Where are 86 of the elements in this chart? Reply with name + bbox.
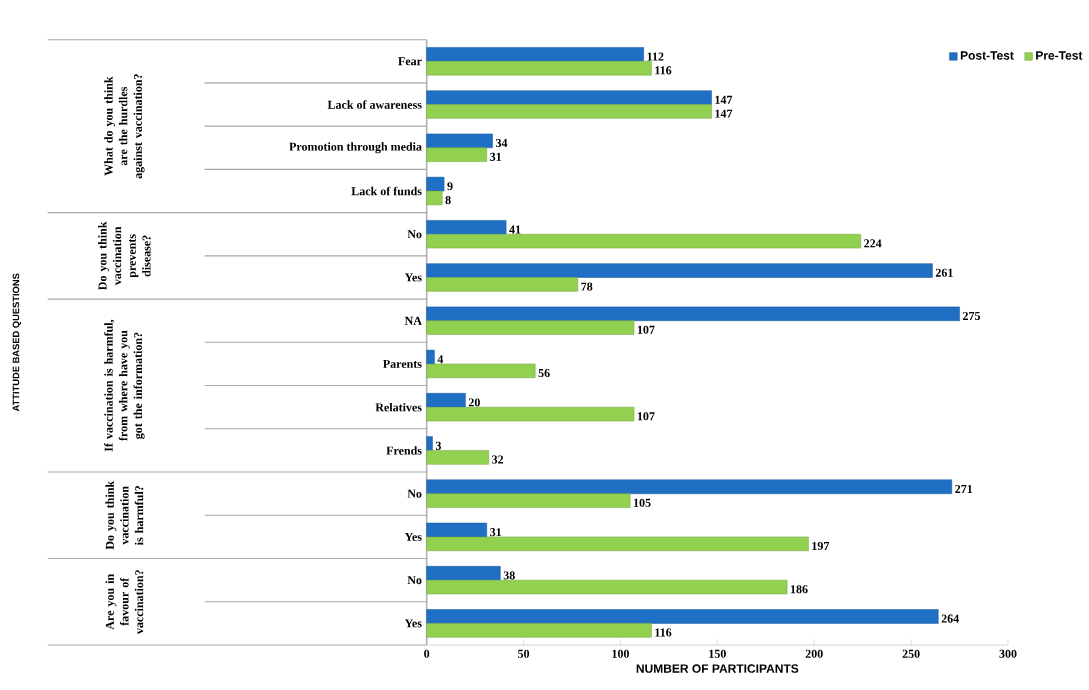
x-tick-label: 300 xyxy=(999,649,1017,658)
data-label: 4 xyxy=(437,355,444,364)
data-label: 224 xyxy=(864,239,882,248)
bar xyxy=(426,277,579,292)
bar xyxy=(426,104,712,119)
text: What do you think are the hurdles against vaccination? xyxy=(104,74,145,179)
legend-label: Post-Test xyxy=(960,51,1014,60)
data-label: 275 xyxy=(962,311,981,321)
y-tick-label: No xyxy=(407,230,422,239)
bar xyxy=(426,479,953,494)
x-tick-label: 0 xyxy=(424,649,430,658)
y-tick-label: NA xyxy=(404,316,422,325)
text: Are you in favour of vaccination? xyxy=(105,570,144,635)
data-label: 112 xyxy=(647,52,664,61)
data-label: 147 xyxy=(715,95,733,104)
bar xyxy=(426,220,507,235)
bar xyxy=(426,522,488,538)
data-label: 116 xyxy=(655,66,672,75)
data-label: 31 xyxy=(490,152,502,161)
data-label: 9 xyxy=(447,182,453,191)
bar xyxy=(426,176,445,192)
text: Do you think vaccination prevents disease? xyxy=(98,221,151,290)
bar xyxy=(426,363,536,379)
data-label: 197 xyxy=(812,541,830,551)
data-label: 105 xyxy=(634,498,651,507)
bar xyxy=(426,450,489,465)
x-tick-label: 150 xyxy=(709,649,726,658)
bar xyxy=(426,493,631,508)
bar xyxy=(426,263,933,278)
bar xyxy=(426,147,488,162)
bar xyxy=(426,536,809,552)
legend-label: Pre-Test xyxy=(1036,51,1083,60)
y-tick-label: Lack of funds xyxy=(351,186,422,196)
data-label: 107 xyxy=(637,412,655,421)
data-label: 8 xyxy=(445,196,451,205)
text: If vaccination is harmful, from where have you got the information? xyxy=(104,319,145,452)
bar xyxy=(426,623,652,638)
bar xyxy=(426,47,644,62)
data-label: 38 xyxy=(503,571,515,580)
data-label: 56 xyxy=(538,369,550,378)
data-label: 31 xyxy=(490,528,502,537)
text: ATTITUDE BASED QUESTIONS xyxy=(12,273,22,412)
bar xyxy=(426,579,788,595)
data-label: 147 xyxy=(715,109,733,118)
y-tick-label: No xyxy=(407,576,422,585)
bar xyxy=(426,61,652,76)
bar xyxy=(426,406,635,422)
bar xyxy=(426,233,861,249)
y-tick-label: Yes xyxy=(404,619,422,628)
bar xyxy=(426,133,493,149)
data-label: 20 xyxy=(468,398,480,407)
y-tick-label: No xyxy=(407,489,422,498)
data-label: 34 xyxy=(495,138,508,148)
y-tick-label: Frends xyxy=(386,446,422,455)
bar xyxy=(426,190,443,206)
data-label: 264 xyxy=(941,614,959,623)
data-label: 116 xyxy=(655,628,672,637)
text: Do you think vaccination is harmful? xyxy=(105,480,144,550)
x-tick-label: 200 xyxy=(805,649,823,658)
bar xyxy=(426,609,939,624)
data-label: 186 xyxy=(790,585,808,594)
y-tick-label: Relatives xyxy=(375,402,422,412)
bar xyxy=(426,306,960,321)
y-tick-label: Yes xyxy=(404,273,422,282)
data-label: 3 xyxy=(435,441,441,450)
bar xyxy=(426,320,635,335)
bar xyxy=(426,393,466,408)
bar xyxy=(426,566,501,581)
y-tick-label: Yes xyxy=(404,532,422,541)
x-tick-label: 50 xyxy=(518,649,530,658)
data-label: 107 xyxy=(637,325,655,334)
x-axis-title: NUMBER OF PARTICIPANTS xyxy=(636,664,799,673)
bar xyxy=(426,349,435,365)
y-tick-label: Lack of awareness xyxy=(327,100,422,109)
data-label: 32 xyxy=(492,455,504,464)
bar xyxy=(426,90,712,105)
data-label: 271 xyxy=(955,484,973,493)
y-tick-label: Parents xyxy=(383,359,422,368)
data-label: 261 xyxy=(935,268,953,277)
y-tick-label: Promotion through media xyxy=(289,142,422,154)
bar xyxy=(426,436,433,451)
data-label: 78 xyxy=(581,282,593,291)
data-label: 41 xyxy=(509,225,521,234)
y-tick-label: Fear xyxy=(398,57,422,66)
x-tick-label: 250 xyxy=(902,649,920,658)
x-tick-label: 100 xyxy=(612,649,629,658)
